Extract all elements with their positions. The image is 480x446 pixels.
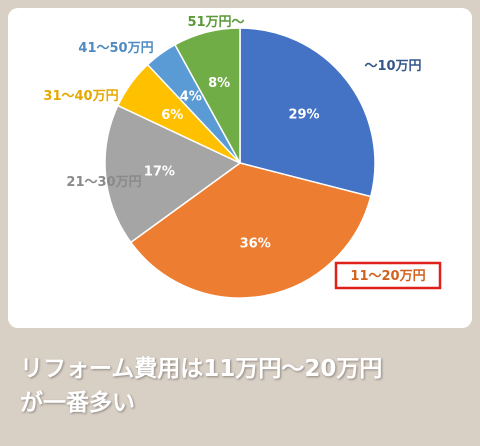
slice-value-label-31-40: 6% [161, 108, 183, 123]
pie-slice-upto-10 [239, 27, 376, 198]
pie-slice-11-20 [129, 162, 372, 299]
category-label-51-plus: 51万円〜 [187, 15, 244, 30]
slice-value-label-11-20: 36% [240, 237, 271, 252]
pie-slice-21-30 [104, 104, 242, 244]
caption: リフォーム費用は11万円〜20万円 が一番多い [20, 352, 470, 420]
category-label-21-30: 21〜30万円 [66, 175, 141, 190]
caption-line-1: リフォーム費用は11万円〜20万円 [20, 356, 383, 382]
category-label-11-20: 11〜20万円 [350, 269, 425, 284]
slice-value-label-21-30: 17% [144, 165, 175, 180]
pie-slice-51-plus [173, 27, 241, 164]
highlight-box [334, 261, 442, 290]
category-label-upto-10: 〜10万円 [364, 59, 421, 74]
slice-value-label-41-50: 4% [180, 89, 202, 104]
caption-line-2: が一番多い [20, 390, 135, 416]
chart-card: 29% 〜10万円 36% 11〜20万円 17% 21〜30万円 6% 31〜40万円 4% 4… [8, 8, 472, 328]
category-label-41-50: 41〜50万円 [78, 41, 153, 56]
slice-value-label-51-plus: 8% [208, 76, 230, 91]
pie-chart: 29% 〜10万円 36% 11〜20万円 17%21〜30万円 6% 31〜40万円 4% 4… [43, 15, 442, 299]
slice-value-label-upto-10: 29% [288, 107, 319, 122]
category-label-31-40: 31〜40万円 [43, 89, 118, 104]
